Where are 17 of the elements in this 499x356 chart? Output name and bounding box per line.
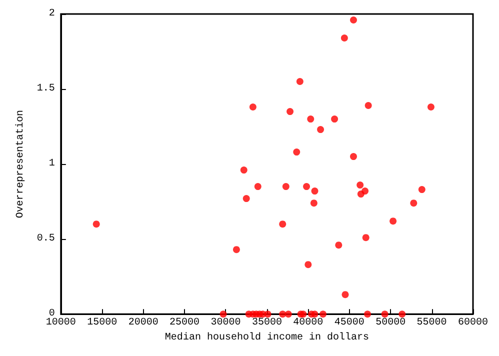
x-tick-label: 15000 — [87, 318, 118, 329]
x-tick-label: 55000 — [416, 318, 447, 329]
x-tick-label: 30000 — [210, 318, 241, 329]
y-tick-label: 1 — [48, 158, 55, 170]
x-tick-label: 40000 — [293, 318, 324, 329]
x-tick-label: 25000 — [170, 318, 200, 329]
y-tick-label: 1.5 — [36, 84, 55, 95]
x-tick-label: 35000 — [252, 318, 282, 329]
x-tick-label: 10000 — [46, 318, 76, 329]
y-axis-title: Overrepresentation — [14, 110, 26, 218]
x-tick-label: 45000 — [334, 318, 364, 329]
y-tick-label: 2 — [48, 8, 55, 20]
x-tick-label: 50000 — [376, 318, 406, 329]
x-tick-label: 60000 — [458, 318, 488, 329]
x-axis-title: Median household income in dollars — [164, 332, 369, 344]
x-tick-label: 20000 — [128, 318, 158, 329]
y-tick-label: 0.5 — [36, 234, 55, 245]
